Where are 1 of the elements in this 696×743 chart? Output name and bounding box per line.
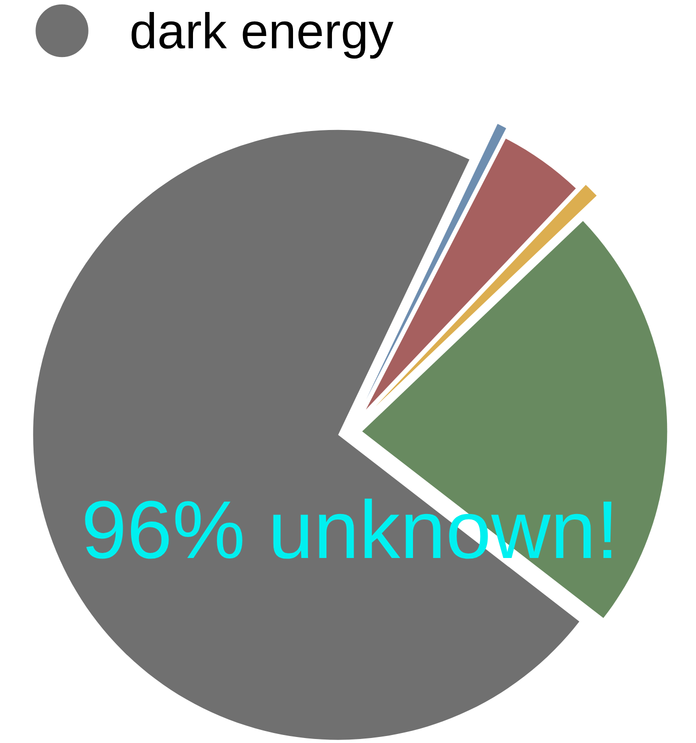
legend-label: dark energy (132, 12, 394, 59)
